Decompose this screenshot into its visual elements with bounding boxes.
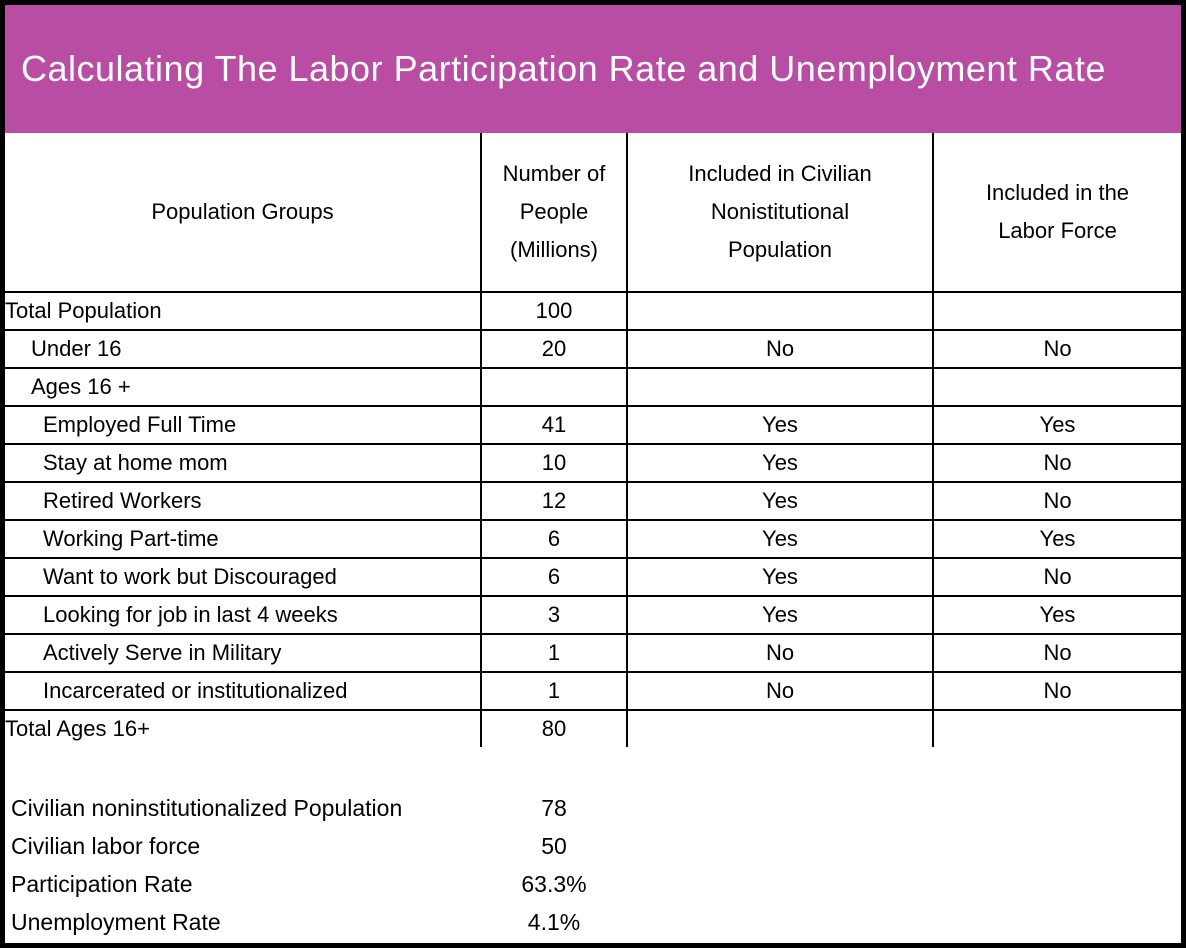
row-label: Ages 16 + <box>5 367 482 407</box>
row-number-of-people: 6 <box>480 519 628 559</box>
row-number-of-people: 20 <box>480 329 628 369</box>
row-label: Stay at home mom <box>5 443 482 483</box>
row-number-of-people: 80 <box>480 709 628 748</box>
row-label: Actively Serve in Military <box>5 633 482 673</box>
table-row: Total Ages 16+ 80 <box>5 709 1181 748</box>
row-label: Incarcerated or institutionalized <box>5 671 482 711</box>
row-number-of-people: 100 <box>480 291 628 331</box>
row-labor-force-flag <box>932 291 1181 331</box>
row-labor-force-flag: No <box>932 329 1181 369</box>
row-civilian-population-flag <box>626 709 934 748</box>
row-civilian-population-flag: Yes <box>626 595 934 635</box>
summary-label: Participation Rate <box>11 870 193 897</box>
summary-row: Civilian labor force 50 <box>5 827 1181 865</box>
row-civilian-population-flag: No <box>626 633 934 673</box>
row-civilian-population-flag: Yes <box>626 443 934 483</box>
row-label: Under 16 <box>5 329 482 369</box>
table-row: Employed Full Time 41 Yes Yes <box>5 405 1181 445</box>
summary-label: Civilian noninstitutionalized Population <box>11 794 403 821</box>
summary-label: Unemployment Rate <box>11 908 221 935</box>
row-labor-force-flag: Yes <box>932 405 1181 445</box>
row-number-of-people: 12 <box>480 481 628 521</box>
row-labor-force-flag: Yes <box>932 519 1181 559</box>
row-number-of-people: 3 <box>480 595 628 635</box>
row-labor-force-flag: No <box>932 481 1181 521</box>
table-row: Incarcerated or institutionalized 1 No No <box>5 671 1181 711</box>
row-label: Want to work but Discouraged <box>5 557 482 597</box>
summary-row: Civilian noninstitutionalized Population… <box>5 789 1181 827</box>
summary-value: 78 <box>541 794 567 821</box>
table-row: Retired Workers 12 Yes No <box>5 481 1181 521</box>
table-row: Stay at home mom 10 Yes No <box>5 443 1181 483</box>
row-label: Retired Workers <box>5 481 482 521</box>
row-label: Total Population <box>5 291 482 331</box>
table-row: Looking for job in last 4 weeks 3 Yes Yes <box>5 595 1181 635</box>
row-number-of-people <box>480 367 628 407</box>
row-label: Employed Full Time <box>5 405 482 445</box>
row-label: Total Ages 16+ <box>5 709 482 748</box>
row-civilian-population-flag: Yes <box>626 405 934 445</box>
row-number-of-people: 1 <box>480 633 628 673</box>
col-header-number-of-people: Number of People (Millions) <box>480 132 628 293</box>
header-row: Population Groups Number of People (Mill… <box>5 132 1181 293</box>
table-row: Under 16 20 No No <box>5 329 1181 369</box>
row-number-of-people: 1 <box>480 671 628 711</box>
row-number-of-people: 10 <box>480 443 628 483</box>
population-table: Population Groups Number of People (Mill… <box>5 132 1181 748</box>
summary-label: Civilian labor force <box>11 832 201 859</box>
row-civilian-population-flag: No <box>626 329 934 369</box>
summary-row: Unemployment Rate 4.1% <box>5 903 1181 941</box>
summary-row: Participation Rate 63.3% <box>5 865 1181 903</box>
population-table-body: Total Population 100 Under 16 20 No No Ages 16… <box>5 291 1181 748</box>
summary-section: Civilian noninstitutionalized Population… <box>5 789 1181 941</box>
page-title: Calculating The Labor Participation Rate… <box>21 48 1106 89</box>
row-labor-force-flag <box>932 709 1181 748</box>
row-labor-force-flag: No <box>932 671 1181 711</box>
row-labor-force-flag: No <box>932 557 1181 597</box>
row-label: Looking for job in last 4 weeks <box>5 595 482 635</box>
table-row: Working Part-time 6 Yes Yes <box>5 519 1181 559</box>
summary-value: 50 <box>541 832 567 859</box>
row-civilian-population-flag: Yes <box>626 519 934 559</box>
row-civilian-population-flag <box>626 291 934 331</box>
row-civilian-population-flag: Yes <box>626 557 934 597</box>
row-labor-force-flag <box>932 367 1181 407</box>
row-number-of-people: 6 <box>480 557 628 597</box>
row-civilian-population-flag: No <box>626 671 934 711</box>
row-civilian-population-flag: Yes <box>626 481 934 521</box>
title-banner: Calculating The Labor Participation Rate… <box>5 5 1181 133</box>
summary-value: 4.1% <box>527 908 581 935</box>
row-labor-force-flag: Yes <box>932 595 1181 635</box>
row-civilian-population-flag <box>626 367 934 407</box>
table-row: Want to work but Discouraged 6 Yes No <box>5 557 1181 597</box>
col-header-population-groups: Population Groups <box>5 132 482 293</box>
col-header-civilian-noninstitutional: Included in Civilian Nonistitutional Pop… <box>626 132 934 293</box>
row-label: Working Part-time <box>5 519 482 559</box>
table-row: Ages 16 + <box>5 367 1181 407</box>
row-number-of-people: 41 <box>480 405 628 445</box>
row-labor-force-flag: No <box>932 633 1181 673</box>
row-labor-force-flag: No <box>932 443 1181 483</box>
summary-value: 63.3% <box>521 870 587 897</box>
table-row: Actively Serve in Military 1 No No <box>5 633 1181 673</box>
col-header-labor-force: Included in the Labor Force <box>932 132 1181 293</box>
table-row: Total Population 100 <box>5 291 1181 331</box>
